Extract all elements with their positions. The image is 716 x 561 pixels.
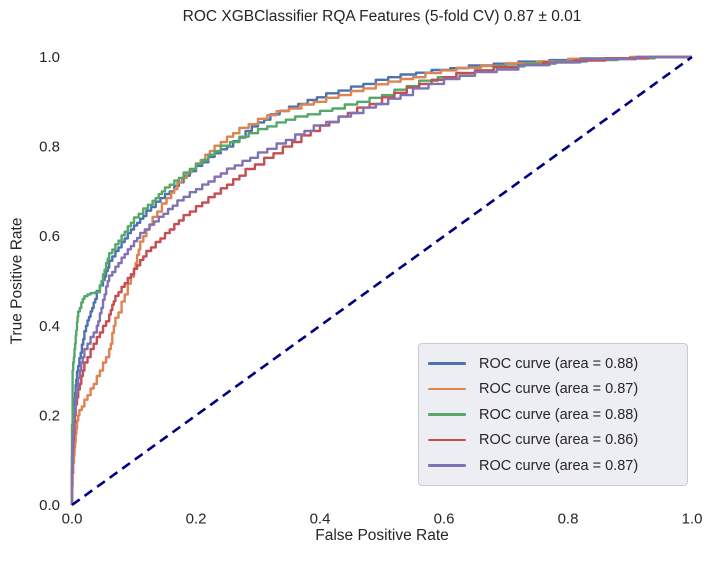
chart-title: ROC XGBClassifier RQA Features (5-fold C… xyxy=(182,8,582,25)
legend-line-sample-fold-5 xyxy=(428,464,466,467)
y-tick-label: 0.0 xyxy=(39,497,60,514)
y-tick-label: 0.2 xyxy=(39,407,60,424)
roc-curve-line-fold-5 xyxy=(70,55,692,505)
legend-line-sample-fold-1 xyxy=(428,362,466,365)
legend-item: ROC curve (area = 0.88) xyxy=(428,402,677,427)
x-tick-label: 0.8 xyxy=(558,511,579,528)
legend-item: ROC curve (area = 0.88) xyxy=(428,351,677,376)
x-tick-label: 0.0 xyxy=(62,511,83,528)
x-tick-label: 0.6 xyxy=(434,511,455,528)
legend: ROC curve (area = 0.88) ROC curve (area =… xyxy=(418,343,688,486)
y-tick-label: 0.8 xyxy=(39,139,60,156)
legend-item-label: ROC curve (area = 0.88) xyxy=(479,406,639,423)
legend-line-sample-fold-3 xyxy=(428,413,466,416)
x-tick-label: 1.0 xyxy=(682,511,703,528)
x-tick-label: 0.2 xyxy=(186,511,207,528)
y-tick-label: 0.4 xyxy=(39,318,60,335)
legend-item: ROC curve (area = 0.87) xyxy=(428,453,677,478)
legend-item-label: ROC curve (area = 0.86) xyxy=(479,432,639,448)
roc-curve-line-fold-2 xyxy=(70,55,692,505)
roc-curve-line-fold-4 xyxy=(70,55,692,505)
legend-item: ROC curve (area = 0.87) xyxy=(428,377,677,402)
legend-item-label: ROC curve (area = 0.87) xyxy=(479,381,639,397)
chance-diagonal-line xyxy=(71,55,693,507)
legend-line-sample-fold-2 xyxy=(428,387,466,391)
legend-item-label: ROC curve (area = 0.87) xyxy=(479,457,639,474)
x-tick-label: 0.4 xyxy=(310,511,331,528)
legend-item: ROC curve (area = 0.86) xyxy=(428,428,677,453)
legend-item-label: ROC curve (area = 0.88) xyxy=(479,355,639,372)
x-axis-label: False Positive Rate xyxy=(315,527,449,544)
y-tick-label: 1.0 xyxy=(39,49,60,66)
y-tick-label: 0.6 xyxy=(39,228,60,245)
legend-line-sample-fold-4 xyxy=(428,438,466,442)
